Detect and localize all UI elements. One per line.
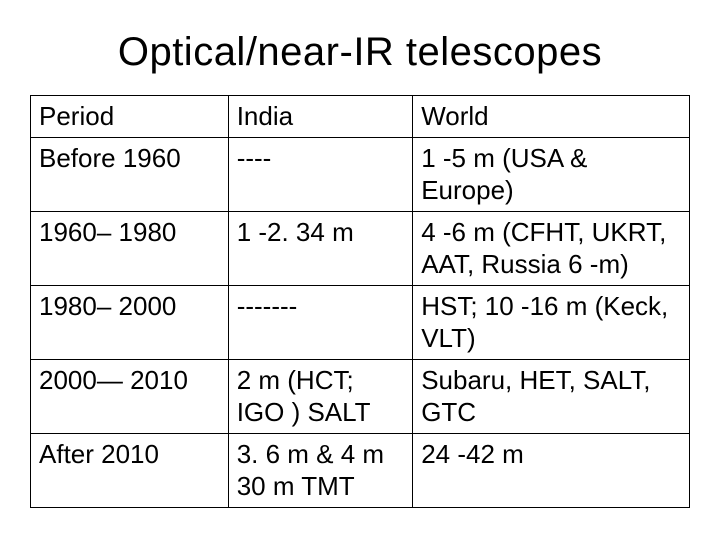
cell-india: ---- [228, 137, 413, 211]
cell-world: HST; 10 -16 m (Keck, VLT) [413, 285, 690, 359]
table-row: 2000— 2010 2 m (HCT; IGO ) SALT Subaru, … [31, 359, 690, 433]
cell-period: 2000— 2010 [31, 359, 229, 433]
cell-india: 2 m (HCT; IGO ) SALT [228, 359, 413, 433]
cell-india: ------- [228, 285, 413, 359]
cell-india: 3. 6 m & 4 m 30 m TMT [228, 433, 413, 507]
cell-period: Before 1960 [31, 137, 229, 211]
cell-world: Subaru, HET, SALT, GTC [413, 359, 690, 433]
cell-world: 24 -42 m [413, 433, 690, 507]
slide-title: Optical/near-IR telescopes [30, 30, 690, 75]
slide: Optical/near-IR telescopes Period India … [0, 0, 720, 540]
cell-india: India [228, 96, 413, 138]
cell-world: World [413, 96, 690, 138]
cell-india: 1 -2. 34 m [228, 211, 413, 285]
cell-world: 1 -5 m (USA & Europe) [413, 137, 690, 211]
table-row: 1980– 2000 ------- HST; 10 -16 m (Keck, … [31, 285, 690, 359]
cell-period: After 2010 [31, 433, 229, 507]
table-row: After 2010 3. 6 m & 4 m 30 m TMT 24 -42 … [31, 433, 690, 507]
cell-period: 1960– 1980 [31, 211, 229, 285]
telescope-table: Period India World Before 1960 ---- 1 -5… [30, 95, 690, 508]
table-row: 1960– 1980 1 -2. 34 m 4 -6 m (CFHT, UKRT… [31, 211, 690, 285]
table-row: Period India World [31, 96, 690, 138]
cell-world: 4 -6 m (CFHT, UKRT, AAT, Russia 6 -m) [413, 211, 690, 285]
cell-period: 1980– 2000 [31, 285, 229, 359]
table-row: Before 1960 ---- 1 -5 m (USA & Europe) [31, 137, 690, 211]
cell-period: Period [31, 96, 229, 138]
